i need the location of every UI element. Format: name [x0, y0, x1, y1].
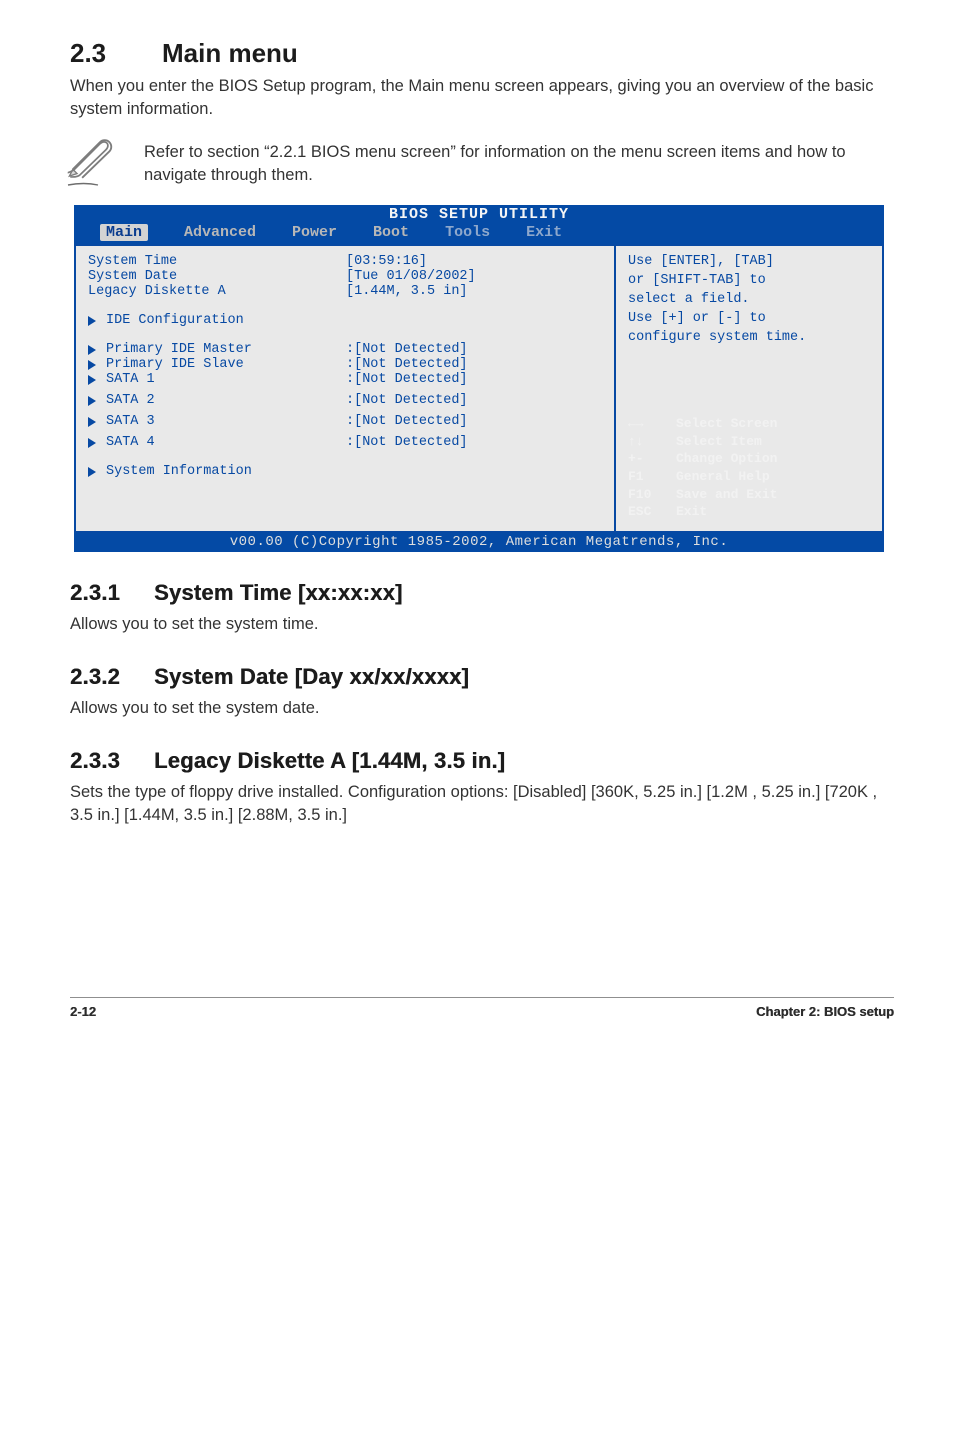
item-label: SATA 1: [106, 372, 346, 387]
help-line: Use [+] or [-] to: [628, 311, 870, 326]
bios-left-pane: System Time[03:59:16] System Date[Tue 01…: [74, 244, 614, 532]
row-label: Legacy Diskette A: [88, 284, 346, 299]
subsection-body: Allows you to set the system time.: [70, 613, 894, 636]
triangle-icon: [88, 360, 96, 370]
pencil-note-icon: [66, 137, 122, 187]
row-label: System Time: [88, 254, 346, 269]
help-line: select a field.: [628, 292, 870, 307]
item-label: Primary IDE Slave: [106, 357, 346, 372]
bios-footer: v00.00 (C)Copyright 1985-2002, American …: [74, 533, 884, 552]
nav-key: F1: [628, 468, 676, 486]
section-heading: 2.3Main menu: [70, 38, 894, 69]
help-line: Use [ENTER], [TAB]: [628, 254, 870, 269]
item-label: SATA 3: [106, 414, 346, 429]
triangle-icon: [88, 316, 96, 326]
item-label: IDE Configuration: [106, 313, 346, 328]
subsection-body: Sets the type of floppy drive installed.…: [70, 781, 894, 827]
subsection-heading: 2.3.1System Time [xx:xx:xx]: [70, 580, 894, 606]
heading-title: Main menu: [162, 38, 298, 68]
bios-tab-main: Main: [100, 224, 148, 241]
item-label: System Information: [106, 464, 346, 479]
nav-text: General Help: [676, 468, 770, 486]
row-value: [03:59:16]: [346, 254, 602, 269]
subsection-number: 2.3.1: [70, 580, 154, 606]
bios-menubar: Main Advanced Power Boot Tools Exit: [74, 223, 884, 244]
bios-tab-boot: Boot: [373, 224, 409, 241]
item-value: :[Not Detected]: [346, 342, 602, 357]
triangle-icon: [88, 417, 96, 427]
nav-key: +-: [628, 450, 676, 468]
nav-text: Select Screen: [676, 415, 777, 433]
heading-number: 2.3: [70, 38, 162, 69]
bios-tab-power: Power: [292, 224, 337, 241]
nav-key: ←→: [628, 415, 676, 433]
subsection-body: Allows you to set the system date.: [70, 697, 894, 720]
item-value: :[Not Detected]: [346, 372, 602, 387]
nav-text: Exit: [676, 503, 707, 521]
row-value: [Tue 01/08/2002]: [346, 269, 602, 284]
bios-tab-exit: Exit: [526, 224, 562, 241]
nav-text: Select Item: [676, 433, 762, 451]
page-footer: 2-12 Chapter 2: BIOS setup: [70, 1004, 894, 1019]
nav-text: Change Option: [676, 450, 777, 468]
nav-key: ↑↓: [628, 433, 676, 451]
subsection-heading: 2.3.2System Date [Day xx/xx/xxxx]: [70, 664, 894, 690]
subsection-number: 2.3.3: [70, 748, 154, 774]
triangle-icon: [88, 375, 96, 385]
bios-body: System Time[03:59:16] System Date[Tue 01…: [74, 244, 884, 532]
footer-rule: [70, 997, 894, 998]
row-label: System Date: [88, 269, 346, 284]
item-value: :[Not Detected]: [346, 435, 602, 450]
triangle-icon: [88, 467, 96, 477]
nav-key: F10: [628, 486, 676, 504]
subsection-title: Legacy Diskette A [1.44M, 3.5 in.]: [154, 748, 505, 773]
subsection-title: System Time [xx:xx:xx]: [154, 580, 403, 605]
bios-right-pane: Use [ENTER], [TAB] or [SHIFT-TAB] to sel…: [614, 244, 884, 532]
bios-screenshot: BIOS SETUP UTILITY Main Advanced Power B…: [74, 205, 884, 551]
item-value: :[Not Detected]: [346, 414, 602, 429]
item-label: Primary IDE Master: [106, 342, 346, 357]
nav-key: ESC: [628, 503, 676, 521]
page-number: 2-12: [70, 1004, 96, 1019]
subsection-heading: 2.3.3Legacy Diskette A [1.44M, 3.5 in.]: [70, 748, 894, 774]
triangle-icon: [88, 396, 96, 406]
item-value: :[Not Detected]: [346, 357, 602, 372]
bios-tab-advanced: Advanced: [184, 224, 256, 241]
help-line: or [SHIFT-TAB] to: [628, 273, 870, 288]
note-callout: Refer to section “2.2.1 BIOS menu screen…: [70, 137, 894, 187]
note-text: Refer to section “2.2.1 BIOS menu screen…: [144, 141, 894, 187]
item-value: :[Not Detected]: [346, 393, 602, 408]
help-line: configure system time.: [628, 330, 870, 345]
subsection-title: System Date [Day xx/xx/xxxx]: [154, 664, 469, 689]
bios-tab-tools: Tools: [445, 224, 490, 241]
item-label: SATA 4: [106, 435, 346, 450]
item-label: SATA 2: [106, 393, 346, 408]
subsection-number: 2.3.2: [70, 664, 154, 690]
bios-nav-help: ←→Select Screen ↑↓Select Item +-Change O…: [628, 415, 870, 520]
triangle-icon: [88, 345, 96, 355]
bios-title: BIOS SETUP UTILITY: [74, 205, 884, 223]
row-value: [1.44M, 3.5 in]: [346, 284, 602, 299]
intro-text: When you enter the BIOS Setup program, t…: [70, 75, 894, 121]
nav-text: Save and Exit: [676, 486, 777, 504]
chapter-label: Chapter 2: BIOS setup: [756, 1004, 894, 1019]
triangle-icon: [88, 438, 96, 448]
